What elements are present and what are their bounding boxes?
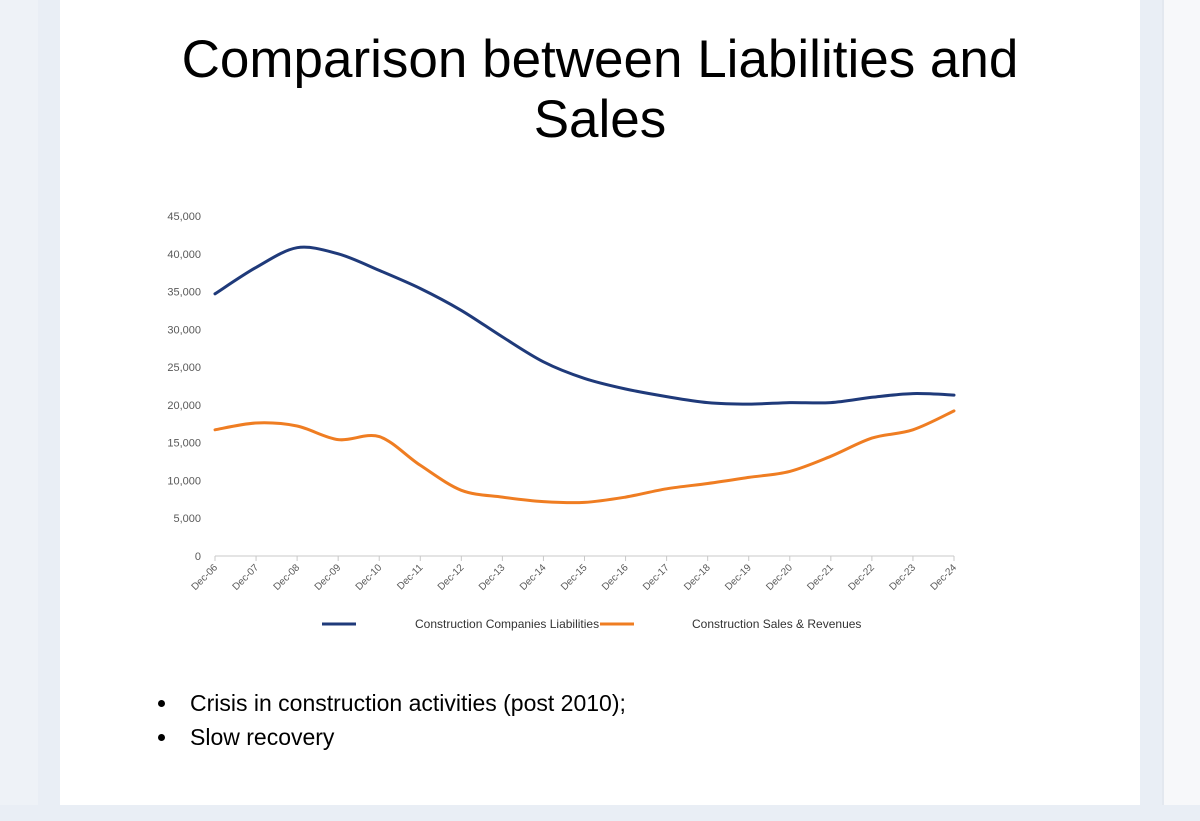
y-tick-label: 5,000 bbox=[173, 513, 201, 525]
y-tick-label: 25,000 bbox=[167, 362, 201, 374]
bullet-item: Crisis in construction activities (post … bbox=[152, 686, 626, 720]
bullet-text: Crisis in construction activities (post … bbox=[190, 690, 626, 716]
x-tick-label: Dec-20 bbox=[764, 562, 795, 593]
line-chart: 0 5,000 10,000 15,000 20,000 25,000 30,000 35,0… bbox=[167, 211, 960, 631]
x-tick-label: Dec-13 bbox=[477, 562, 508, 593]
bullet-item: Slow recovery bbox=[152, 720, 626, 754]
x-tick-label: Dec-22 bbox=[846, 562, 877, 593]
x-tick-label: Dec-19 bbox=[723, 562, 754, 593]
bullet-dot-icon bbox=[158, 734, 165, 741]
sales-series-line bbox=[213, 409, 956, 505]
x-tick-label: Dec-11 bbox=[395, 562, 425, 592]
slide: Comparison between Liabilities and Sales… bbox=[60, 0, 1140, 805]
liabilities-series-line bbox=[213, 245, 956, 406]
slide-title-line-2: Sales bbox=[533, 90, 667, 149]
x-tick-label: Dec-14 bbox=[518, 562, 549, 593]
x-tick-label: Dec-08 bbox=[272, 562, 303, 593]
bullet-dot-icon bbox=[158, 700, 165, 707]
y-tick-label: 20,000 bbox=[167, 400, 201, 412]
y-tick-label: 35,000 bbox=[167, 287, 201, 299]
y-tick-label: 45,000 bbox=[167, 211, 201, 223]
legend-label: Construction Sales & Revenues bbox=[692, 617, 861, 631]
y-tick-label: 15,000 bbox=[167, 438, 201, 450]
legend-label: Construction Companies Liabilities bbox=[415, 617, 599, 631]
slide-title-line-1: Comparison between Liabilities and bbox=[181, 30, 1019, 89]
x-tick-label: Dec-10 bbox=[354, 562, 385, 593]
bullet-text: Slow recovery bbox=[190, 724, 335, 750]
x-tick-label: Dec-17 bbox=[641, 562, 672, 593]
right-gutter bbox=[1162, 0, 1200, 805]
x-tick-label: Dec-12 bbox=[436, 562, 467, 593]
x-tick-label: Dec-18 bbox=[682, 562, 713, 593]
x-tick-label: Dec-15 bbox=[559, 562, 590, 593]
x-tick-label: Dec-06 bbox=[190, 562, 221, 593]
left-gutter bbox=[0, 0, 38, 805]
x-tick-label: Dec-21 bbox=[805, 562, 836, 593]
bullet-list: Crisis in construction activities (post … bbox=[152, 686, 626, 754]
x-tick-label: Dec-16 bbox=[600, 562, 631, 593]
x-tick-label: Dec-09 bbox=[313, 562, 344, 593]
x-tick-label: Dec-07 bbox=[231, 562, 262, 593]
y-tick-label: 30,000 bbox=[167, 324, 201, 336]
y-tick-label: 40,000 bbox=[167, 249, 201, 261]
x-tick-label: Dec-23 bbox=[887, 562, 918, 593]
y-tick-label: 10,000 bbox=[167, 475, 201, 487]
slide-title: Comparison between Liabilities and Sales bbox=[60, 30, 1140, 150]
y-tick-label: 0 bbox=[195, 551, 201, 563]
x-tick-label: Dec-24 bbox=[929, 562, 960, 593]
